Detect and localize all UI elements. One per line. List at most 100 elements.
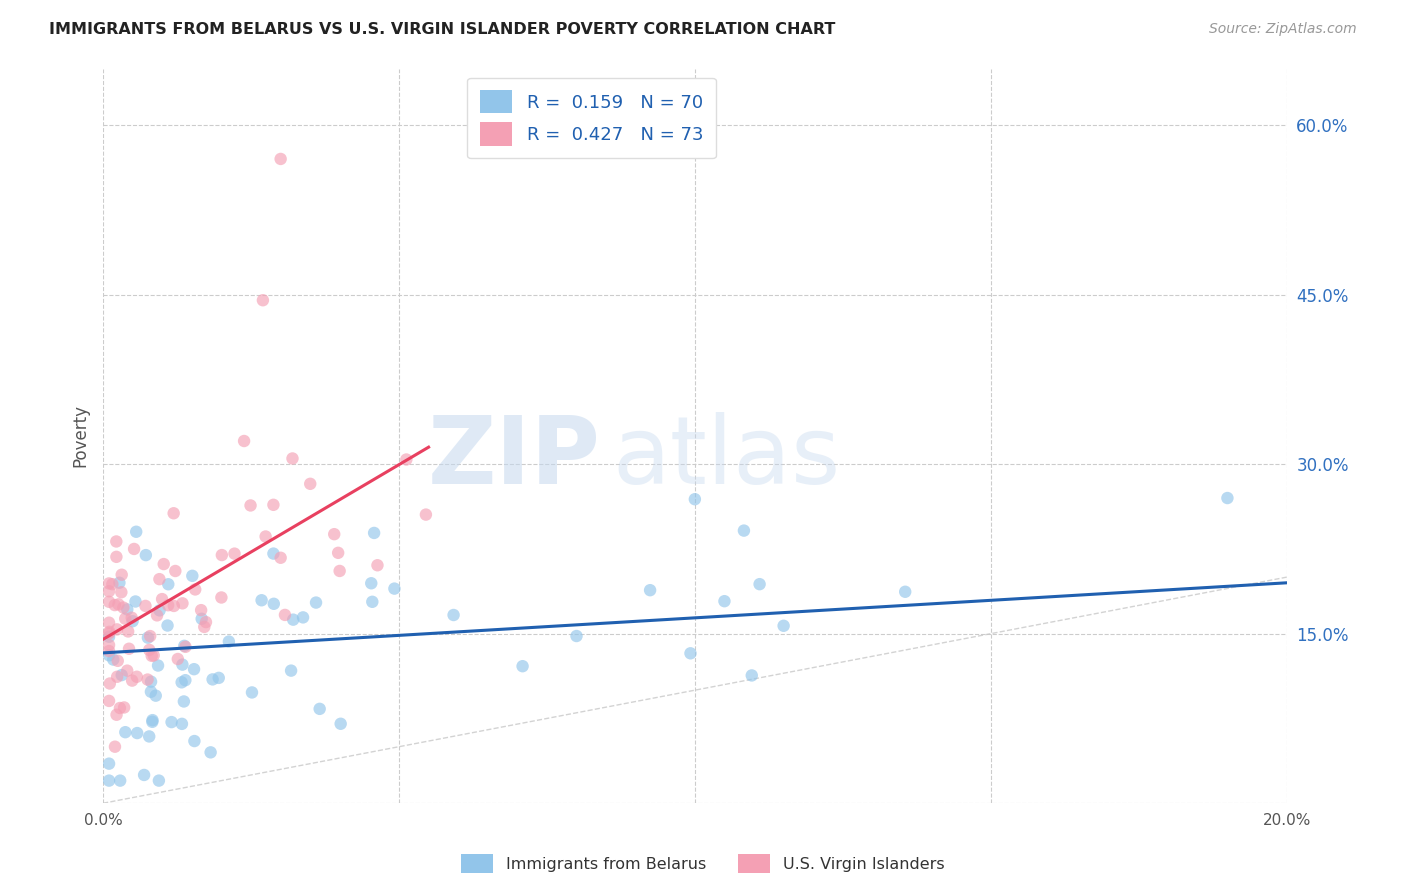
- Point: [98, 638, 121, 652]
- Point: [218, 634, 240, 648]
- Point: [121, 610, 143, 624]
- Point: [105, 534, 128, 549]
- Point: [157, 577, 180, 591]
- Point: [305, 596, 328, 610]
- Point: [98, 773, 121, 788]
- Point: [200, 745, 222, 759]
- Point: [772, 619, 794, 633]
- Point: [366, 558, 388, 573]
- Point: [141, 648, 163, 663]
- Point: [329, 564, 352, 578]
- Point: [148, 773, 170, 788]
- Point: [160, 715, 183, 730]
- Text: Source: ZipAtlas.com: Source: ZipAtlas.com: [1209, 22, 1357, 37]
- Point: [118, 641, 141, 656]
- Text: ZIP: ZIP: [427, 412, 600, 504]
- Point: [98, 648, 121, 663]
- Point: [101, 577, 124, 591]
- Point: [122, 541, 145, 556]
- Point: [142, 648, 165, 663]
- Point: [181, 569, 204, 583]
- Point: [395, 452, 418, 467]
- Legend: R =  0.159   N = 70, R =  0.427   N = 73: R = 0.159 N = 70, R = 0.427 N = 73: [467, 78, 716, 158]
- Point: [98, 676, 121, 690]
- Point: [274, 607, 297, 622]
- Point: [208, 671, 231, 685]
- Point: [190, 612, 212, 626]
- Point: [125, 524, 148, 539]
- Point: [363, 525, 385, 540]
- Point: [98, 595, 121, 609]
- Point: [172, 657, 194, 672]
- Point: [263, 597, 285, 611]
- Point: [323, 527, 346, 541]
- Point: [184, 582, 207, 597]
- Point: [292, 610, 315, 624]
- Point: [224, 547, 246, 561]
- Point: [679, 646, 702, 660]
- Point: [105, 707, 128, 722]
- Point: [121, 614, 143, 628]
- Point: [141, 713, 163, 727]
- Point: [107, 654, 129, 668]
- Point: [250, 593, 273, 607]
- Point: [104, 598, 127, 612]
- Point: [98, 584, 121, 599]
- Point: [117, 602, 139, 616]
- Point: [111, 567, 134, 582]
- Point: [103, 652, 125, 666]
- Point: [152, 557, 174, 571]
- Point: [110, 585, 132, 599]
- Point: [163, 506, 186, 520]
- Point: [299, 476, 322, 491]
- Point: [98, 630, 121, 644]
- Point: [117, 624, 139, 639]
- Text: IMMIGRANTS FROM BELARUS VS U.S. VIRGIN ISLANDER POVERTY CORRELATION CHART: IMMIGRANTS FROM BELARUS VS U.S. VIRGIN I…: [49, 22, 835, 37]
- Point: [145, 689, 167, 703]
- Point: [115, 664, 138, 678]
- Point: [170, 675, 193, 690]
- Point: [270, 152, 292, 166]
- Point: [741, 668, 763, 682]
- Point: [124, 594, 146, 608]
- Point: [280, 664, 302, 678]
- Point: [683, 492, 706, 507]
- Point: [183, 662, 205, 676]
- Point: [183, 734, 205, 748]
- Point: [121, 673, 143, 688]
- Point: [1216, 491, 1239, 505]
- Point: [172, 596, 194, 610]
- Point: [98, 624, 121, 639]
- Point: [98, 756, 121, 771]
- Point: [173, 639, 195, 653]
- Point: [211, 548, 233, 562]
- Point: [146, 608, 169, 623]
- Point: [98, 644, 121, 658]
- Point: [105, 670, 128, 684]
- Point: [135, 548, 157, 562]
- Point: [638, 583, 661, 598]
- Point: [125, 670, 148, 684]
- Point: [108, 773, 131, 788]
- Point: [166, 652, 188, 666]
- Point: [108, 575, 131, 590]
- Point: [148, 572, 170, 586]
- Point: [127, 726, 149, 740]
- Point: [170, 716, 193, 731]
- Point: [98, 615, 121, 630]
- Point: [328, 546, 350, 560]
- Point: [105, 623, 128, 637]
- Point: [415, 508, 437, 522]
- Point: [104, 739, 127, 754]
- Point: [114, 612, 136, 626]
- Point: [233, 434, 256, 448]
- Point: [139, 674, 162, 689]
- Point: [240, 685, 263, 699]
- Point: [105, 549, 128, 564]
- Point: [114, 725, 136, 739]
- Point: [713, 594, 735, 608]
- Legend: Immigrants from Belarus, U.S. Virgin Islanders: Immigrants from Belarus, U.S. Virgin Isl…: [456, 847, 950, 880]
- Point: [150, 592, 173, 607]
- Point: [201, 673, 224, 687]
- Point: [156, 618, 179, 632]
